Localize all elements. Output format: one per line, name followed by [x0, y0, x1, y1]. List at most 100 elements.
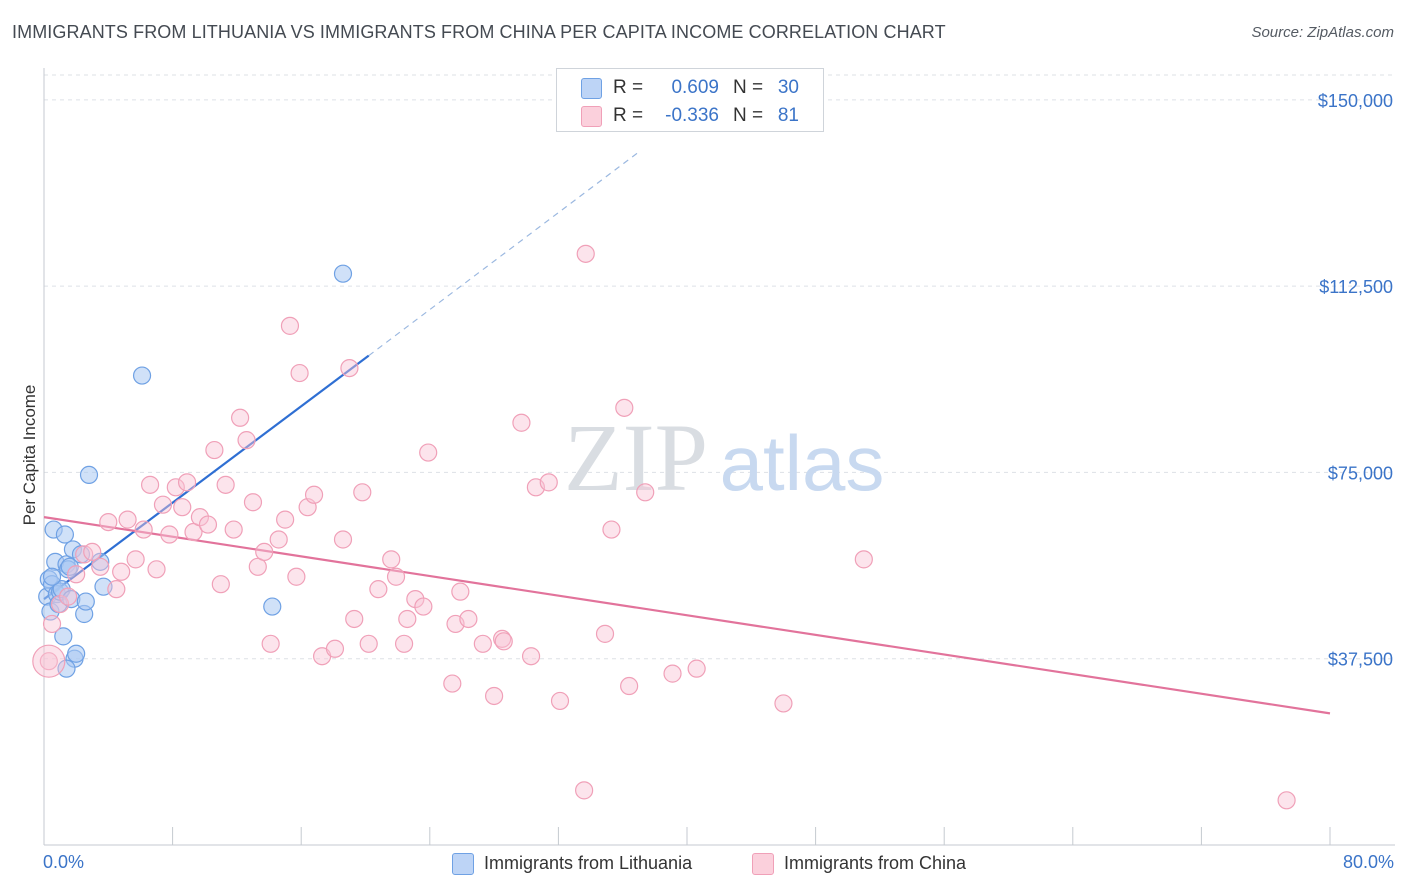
axes — [43, 68, 1395, 846]
china-point-large — [32, 644, 66, 678]
china-point — [854, 550, 873, 569]
china-point — [276, 510, 295, 529]
china-point — [243, 493, 263, 512]
r-value: -0.336 — [665, 105, 719, 126]
y-tick-labels: $37,500 $75,000 $112,500 $150,000 — [1318, 91, 1393, 670]
china-point — [91, 557, 110, 576]
lithuania-point — [76, 592, 95, 611]
lithuania-swatch — [581, 78, 602, 99]
china-point — [177, 473, 197, 492]
china-point — [575, 781, 594, 800]
china-point — [261, 634, 280, 653]
x-tick-label-max: 80.0% — [1342, 852, 1394, 872]
china-swatch — [581, 106, 602, 127]
china-point — [118, 510, 137, 529]
china-point — [602, 520, 621, 539]
china-point — [160, 525, 179, 544]
china-point — [340, 358, 359, 378]
source-label: Source: ZipAtlas.com — [1251, 24, 1394, 41]
china-point — [304, 485, 324, 504]
china-point — [485, 686, 504, 706]
china-point — [140, 475, 160, 494]
china-point — [636, 483, 655, 502]
china-point — [255, 542, 274, 562]
china-point — [443, 674, 462, 693]
n-label: N = — [733, 105, 764, 126]
lithuania-point — [79, 465, 99, 485]
watermark: ZIP atlas — [564, 404, 884, 511]
china-point — [224, 520, 243, 539]
china-point — [595, 624, 615, 643]
china-point — [382, 550, 401, 569]
china-point — [211, 575, 230, 594]
china-point — [107, 580, 126, 599]
r-label: R = — [613, 77, 644, 98]
lithuania-point — [42, 567, 62, 586]
r-label: R = — [613, 105, 644, 126]
china-point — [473, 634, 492, 653]
china-point — [1277, 791, 1296, 810]
china-point — [576, 244, 595, 263]
china-point — [333, 530, 353, 549]
china-point — [147, 560, 166, 579]
china-point — [620, 676, 639, 696]
china-point — [369, 580, 388, 599]
china-point — [398, 609, 417, 629]
china-point — [59, 587, 78, 606]
china-point — [83, 542, 102, 562]
y-tick-label: $75,000 — [1328, 463, 1393, 483]
china-point — [166, 478, 185, 497]
china-point — [550, 691, 570, 711]
china-point — [280, 316, 300, 335]
china-point — [39, 652, 58, 671]
n-label: N = — [733, 77, 764, 98]
lithuania-point — [333, 264, 353, 283]
china-point — [112, 562, 131, 581]
china-point — [359, 634, 378, 653]
legend-swatch-lithuania — [452, 853, 474, 875]
china-point — [353, 483, 372, 502]
china-point — [394, 634, 414, 653]
y-tick-label: $112,500 — [1319, 277, 1393, 297]
lithuania-point — [67, 644, 86, 663]
grid-lines — [44, 74, 1395, 660]
china-point — [386, 567, 406, 586]
data-points — [32, 244, 1296, 810]
n-value: 30 — [777, 77, 799, 98]
lithuania-point — [57, 659, 76, 678]
china-point — [237, 431, 256, 450]
china-point — [134, 520, 153, 539]
y-tick-label: $150,000 — [1318, 91, 1393, 111]
china-point — [99, 512, 118, 532]
china-point — [539, 473, 558, 492]
china-point — [231, 408, 250, 427]
china-point — [494, 632, 513, 651]
chart-title: IMMIGRANTS FROM LITHUANIA VS IMMIGRANTS … — [12, 22, 946, 42]
china-point — [42, 614, 62, 634]
china-point — [451, 582, 470, 601]
china-point — [687, 659, 706, 678]
china-trend-line — [43, 516, 1331, 715]
x-tick-label-min: 0.0% — [43, 852, 85, 872]
china-point — [287, 567, 306, 586]
china-point — [414, 597, 433, 616]
legend-item-china[interactable]: Immigrants from China — [752, 852, 1012, 876]
china-point — [269, 530, 288, 549]
stats-box: R = 0.609 N = 30 R = -0.336 N = 81 — [556, 68, 824, 132]
china-point — [126, 550, 145, 569]
china-point — [67, 565, 86, 584]
stats-row-lithuania: R = 0.609 N = 30 — [557, 75, 823, 103]
lithuania-point — [132, 366, 152, 385]
stats-row-china: R = -0.336 N = 81 — [557, 103, 823, 131]
china-point — [663, 664, 682, 683]
china-point — [198, 515, 218, 534]
watermark-atlas: atlas — [720, 419, 885, 507]
n-value: 81 — [777, 105, 799, 126]
china-point — [205, 440, 224, 460]
china-point — [153, 495, 173, 514]
china-point — [774, 694, 793, 713]
china-point — [419, 443, 438, 462]
legend-item-lithuania[interactable]: Immigrants from Lithuania — [452, 852, 742, 876]
china-point — [459, 609, 478, 629]
